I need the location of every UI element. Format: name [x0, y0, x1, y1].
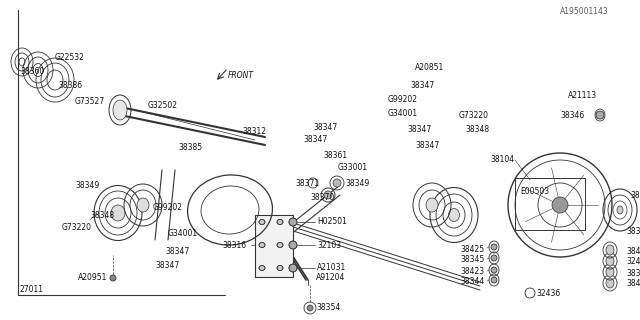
Text: G32502: G32502 [148, 100, 178, 109]
Text: G34001: G34001 [168, 228, 198, 237]
Text: 32103: 32103 [317, 241, 341, 250]
Circle shape [491, 244, 497, 250]
Ellipse shape [606, 245, 614, 255]
Ellipse shape [259, 243, 265, 247]
Text: 38425: 38425 [626, 279, 640, 289]
Text: 38361: 38361 [323, 150, 347, 159]
Text: 32436: 32436 [626, 258, 640, 267]
Circle shape [324, 191, 332, 199]
Ellipse shape [259, 266, 265, 270]
Ellipse shape [277, 243, 283, 247]
Text: 38348: 38348 [90, 211, 114, 220]
Text: 38316: 38316 [222, 241, 246, 250]
Text: 38344: 38344 [626, 228, 640, 236]
Text: A20951: A20951 [78, 274, 108, 283]
Ellipse shape [426, 198, 438, 212]
Circle shape [491, 255, 497, 261]
Circle shape [289, 218, 297, 226]
Ellipse shape [606, 267, 614, 277]
Bar [255, 215, 293, 277]
Circle shape [333, 179, 341, 187]
Text: G99202: G99202 [153, 204, 183, 212]
Ellipse shape [277, 266, 283, 270]
Text: A21031: A21031 [317, 263, 346, 273]
Circle shape [110, 275, 116, 281]
Circle shape [289, 264, 297, 272]
Text: G99202: G99202 [388, 95, 418, 105]
Text: FRONT: FRONT [228, 70, 254, 79]
Text: 38312: 38312 [242, 127, 266, 137]
Ellipse shape [259, 220, 265, 225]
Ellipse shape [277, 220, 283, 225]
Ellipse shape [606, 278, 614, 288]
Text: 38423: 38423 [460, 268, 484, 276]
Bar [515, 178, 585, 230]
Text: A91204: A91204 [316, 273, 346, 282]
Text: 38347: 38347 [155, 260, 179, 269]
Ellipse shape [113, 100, 127, 120]
Text: 38385: 38385 [178, 143, 202, 153]
Text: 38345: 38345 [626, 268, 640, 277]
Text: H02501: H02501 [317, 218, 347, 227]
Text: 38104: 38104 [490, 156, 514, 164]
Ellipse shape [137, 198, 149, 212]
Ellipse shape [449, 209, 460, 221]
Text: 38423: 38423 [626, 246, 640, 255]
Text: 38421: 38421 [630, 190, 640, 199]
Text: 38370: 38370 [310, 194, 334, 203]
Text: 38371: 38371 [295, 179, 319, 188]
Circle shape [596, 111, 604, 119]
Circle shape [289, 241, 297, 249]
Text: G34001: G34001 [388, 108, 418, 117]
Text: 38346: 38346 [560, 110, 584, 119]
Text: A20851: A20851 [415, 63, 444, 73]
Text: 38347: 38347 [407, 125, 431, 134]
Text: G73220: G73220 [459, 110, 489, 119]
Text: 38349: 38349 [345, 179, 369, 188]
Text: 38344: 38344 [460, 277, 484, 286]
Text: E00503: E00503 [520, 188, 549, 196]
Text: A195001143: A195001143 [560, 7, 609, 17]
Circle shape [307, 305, 313, 311]
Text: 38347: 38347 [165, 247, 189, 257]
Circle shape [552, 197, 568, 213]
Text: G73220: G73220 [62, 223, 92, 233]
Text: 27011: 27011 [20, 285, 44, 294]
Text: 38347: 38347 [415, 140, 439, 149]
Text: 38425: 38425 [460, 244, 484, 253]
Ellipse shape [617, 206, 623, 214]
Circle shape [491, 267, 497, 273]
Text: A21113: A21113 [568, 91, 597, 100]
Text: 38345: 38345 [460, 255, 484, 265]
Text: G33001: G33001 [338, 163, 368, 172]
Text: 38347: 38347 [303, 135, 327, 145]
Text: 38347: 38347 [313, 123, 337, 132]
Circle shape [491, 277, 497, 283]
Text: 38386: 38386 [58, 82, 82, 91]
Text: 38354: 38354 [316, 303, 340, 313]
Text: G73527: G73527 [75, 98, 105, 107]
Text: 38349: 38349 [75, 180, 99, 189]
Text: G22532: G22532 [55, 53, 85, 62]
Ellipse shape [111, 205, 125, 221]
Text: 38348: 38348 [465, 125, 489, 134]
Text: 32436: 32436 [536, 289, 560, 298]
Ellipse shape [606, 256, 614, 266]
Text: 38360: 38360 [20, 68, 44, 76]
Text: 38347: 38347 [410, 82, 435, 91]
